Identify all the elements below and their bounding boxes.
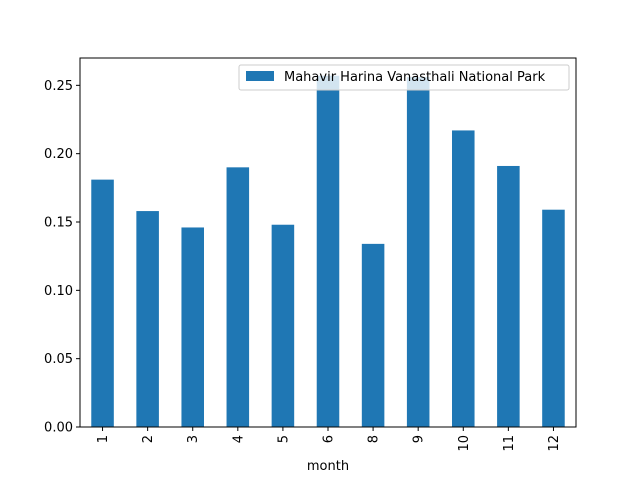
x-tick-label: 1 <box>96 435 111 443</box>
y-tick-label: 0.15 <box>44 216 73 231</box>
plot-frame <box>79 57 577 428</box>
bar-month-12 <box>542 209 565 427</box>
y-tick-label: 0.10 <box>44 284 73 299</box>
legend-swatch <box>246 71 274 81</box>
y-tick-label: 0.00 <box>44 421 73 436</box>
y-tick-label: 0.20 <box>44 147 73 162</box>
bar-month-4 <box>226 167 250 428</box>
bar-month-1 <box>91 179 114 427</box>
x-tick-label: 11 <box>502 435 517 452</box>
bar-month-11 <box>497 165 520 427</box>
y-ticks-group: 0.00 0.05 0.10 0.15 0.20 0.25 <box>44 79 80 436</box>
bar-month-3 <box>181 227 204 427</box>
y-tick-label: 0.05 <box>44 352 73 367</box>
x-tick-label: 4 <box>231 435 246 443</box>
bar-month-2 <box>136 211 159 427</box>
x-tick-label: 10 <box>457 435 472 452</box>
bar-month-5 <box>271 224 295 427</box>
bar-month-9 <box>406 77 430 427</box>
legend-label: Mahavir Harina Vanasthali National Park <box>284 70 546 85</box>
bar-month-6 <box>316 75 340 428</box>
x-tick-label: 3 <box>186 435 201 443</box>
x-ticks-group: 1 2 3 4 5 6 8 9 10 11 12 <box>96 427 562 452</box>
bar-month-10 <box>452 130 475 427</box>
y-tick-label: 0.25 <box>44 79 73 94</box>
x-tick-label: 2 <box>141 435 156 443</box>
bars-group <box>91 75 565 428</box>
legend-box <box>238 64 570 91</box>
x-tick-label: 12 <box>547 435 562 452</box>
x-axis-label: month <box>307 459 349 474</box>
x-tick-label: 8 <box>367 435 382 443</box>
x-tick-label: 5 <box>276 435 291 443</box>
x-tick-label: 9 <box>412 435 427 443</box>
legend: Mahavir Harina Vanasthali National Park <box>238 64 570 91</box>
bar-month-8 <box>361 243 385 427</box>
x-tick-label: 6 <box>322 435 337 443</box>
